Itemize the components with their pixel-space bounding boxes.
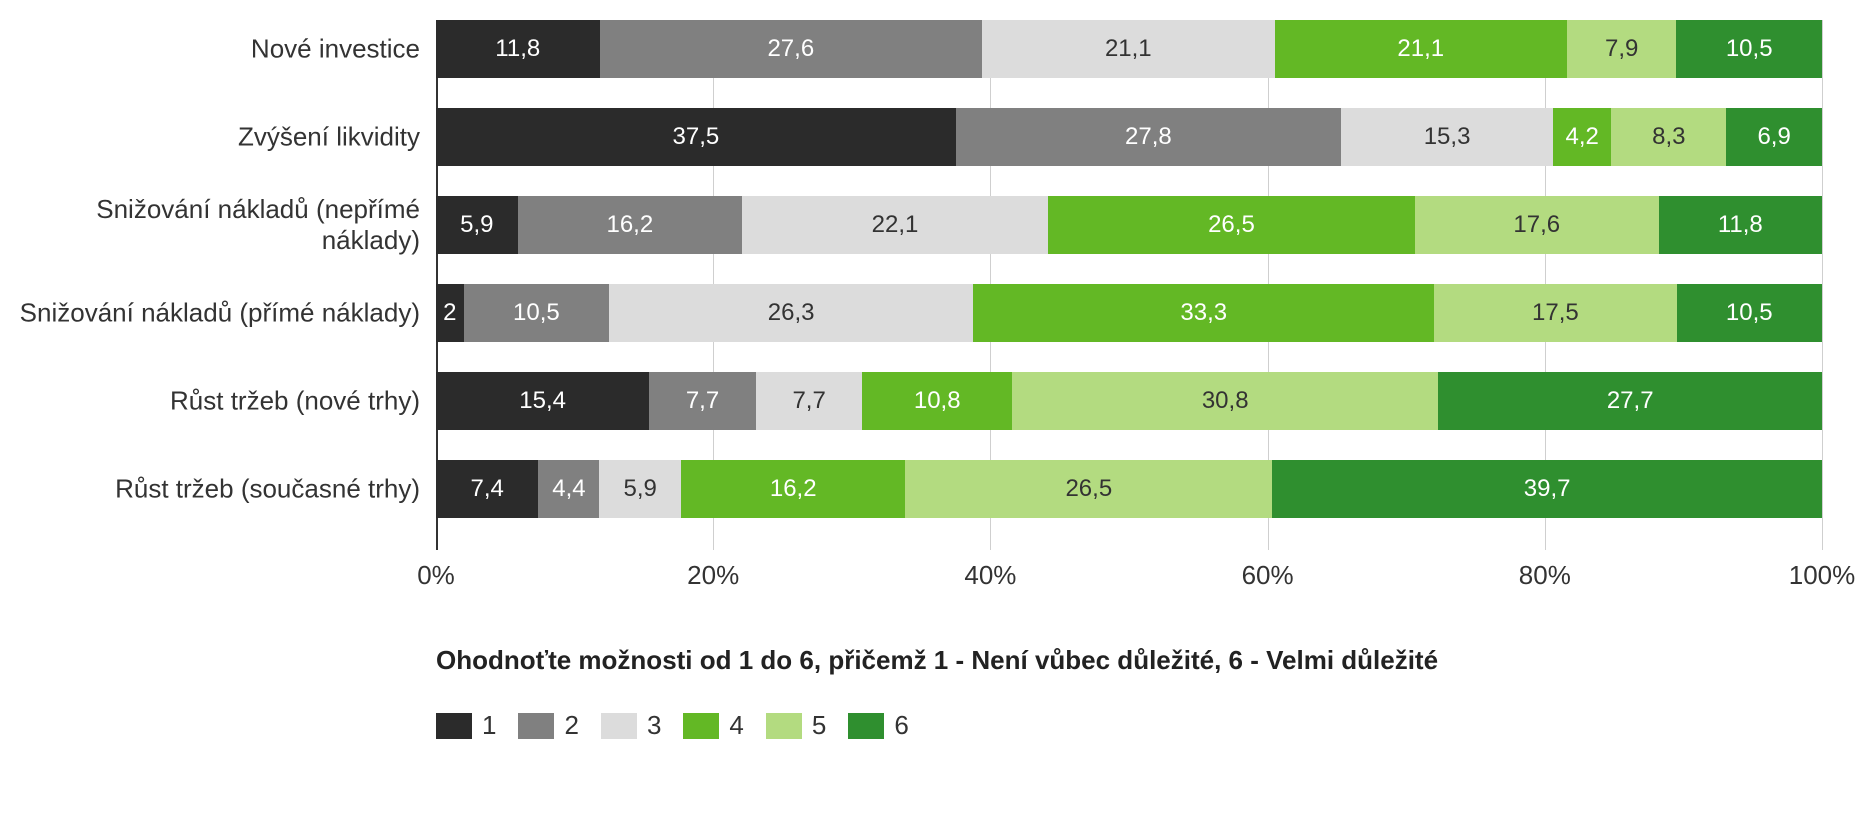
legend-swatch: [601, 713, 637, 739]
x-tick-label: 0%: [417, 560, 455, 591]
stacked-bar-chart: Nové investice Zvýšení likvidity Snižování…: [0, 0, 1862, 818]
legend-swatch: [683, 713, 719, 739]
bar-segment: 15,4: [436, 372, 649, 430]
bar-segment: 39,7: [1272, 460, 1822, 518]
bar-segment: 16,2: [681, 460, 905, 518]
legend-swatch: [848, 713, 884, 739]
bar-segment: 7,9: [1567, 20, 1676, 78]
legend-item: 4: [683, 710, 743, 741]
bar-segment: 30,8: [1012, 372, 1438, 430]
legend-item: 1: [436, 710, 496, 741]
legend-label: 6: [894, 710, 908, 741]
bar-segment: 26,3: [609, 284, 973, 342]
bar-segment: 22,1: [742, 196, 1048, 254]
bar-segment: 21,1: [982, 20, 1274, 78]
legend-swatch: [518, 713, 554, 739]
x-tick-label: 60%: [1242, 560, 1294, 591]
legend-item: 5: [766, 710, 826, 741]
bar-segment: 26,5: [1048, 196, 1415, 254]
y-axis-labels: Nové investice Zvýšení likvidity Snižování…: [0, 20, 420, 550]
bar-segment: 11,8: [436, 20, 600, 78]
bar-segment: 5,9: [599, 460, 681, 518]
legend-label: 1: [482, 710, 496, 741]
bar-segment: 10,8: [862, 372, 1012, 430]
x-tick-label: 40%: [964, 560, 1016, 591]
bar-segment: 10,5: [1676, 20, 1822, 78]
bar-segment: 7,7: [756, 372, 863, 430]
bar-row: 7,44,45,916,226,539,7: [436, 460, 1822, 518]
category-label: Snižování nákladů (přímé náklady): [0, 297, 420, 328]
legend-label: 3: [647, 710, 661, 741]
bar-segment: 33,3: [973, 284, 1434, 342]
x-tick-label: 20%: [687, 560, 739, 591]
legend-swatch: [766, 713, 802, 739]
bar-segment: 21,1: [1275, 20, 1567, 78]
bar-segment: 15,3: [1341, 108, 1553, 166]
category-label: Růst tržeb (nové trhy): [0, 385, 420, 416]
bar-segment: 7,7: [649, 372, 756, 430]
legend-label: 5: [812, 710, 826, 741]
legend-label: 4: [729, 710, 743, 741]
bar-segment: 17,6: [1415, 196, 1659, 254]
x-axis-tick-labels: 0%20%40%60%80%100%: [436, 560, 1822, 600]
bar-row: 37,527,815,34,28,36,9: [436, 108, 1822, 166]
bar-segment: 2: [436, 284, 464, 342]
bar-segment: 16,2: [518, 196, 742, 254]
legend-item: 2: [518, 710, 578, 741]
bar-row: 11,827,621,121,17,910,5: [436, 20, 1822, 78]
bar-segment: 4,2: [1553, 108, 1611, 166]
x-tick-label: 100%: [1789, 560, 1856, 591]
plot-area: 11,827,621,121,17,910,537,527,815,34,28,…: [436, 20, 1822, 550]
category-label: Zvýšení likvidity: [0, 121, 420, 152]
bar-segment: 26,5: [905, 460, 1272, 518]
bar-row: 15,47,77,710,830,827,7: [436, 372, 1822, 430]
legend-label: 2: [564, 710, 578, 741]
category-label: Nové investice: [0, 33, 420, 64]
x-tick-label: 80%: [1519, 560, 1571, 591]
bar-row: 210,526,333,317,510,5: [436, 284, 1822, 342]
bar-segment: 11,8: [1659, 196, 1822, 254]
bar-segment: 27,6: [600, 20, 983, 78]
bar-segment: 27,8: [956, 108, 1341, 166]
category-label: Růst tržeb (současné trhy): [0, 473, 420, 504]
bar-segment: 5,9: [436, 196, 518, 254]
bar-row: 5,916,222,126,517,611,8: [436, 196, 1822, 254]
bar-segment: 10,5: [1677, 284, 1822, 342]
bar-segment: 7,4: [436, 460, 538, 518]
bar-segment: 37,5: [436, 108, 956, 166]
legend: 1 2 3 4 5 6: [436, 710, 909, 741]
bar-segment: 10,5: [464, 284, 609, 342]
bar-segment: 4,4: [538, 460, 599, 518]
category-label: Snižování nákladů (nepřímé náklady): [0, 194, 420, 256]
gridline: [1822, 20, 1823, 550]
legend-swatch: [436, 713, 472, 739]
bar-segment: 17,5: [1434, 284, 1676, 342]
bar-segment: 27,7: [1438, 372, 1822, 430]
bar-segment: 8,3: [1611, 108, 1726, 166]
bar-segment: 6,9: [1726, 108, 1822, 166]
legend-item: 6: [848, 710, 908, 741]
chart-caption: Ohodnoťte možnosti od 1 do 6, přičemž 1 …: [436, 645, 1438, 676]
legend-item: 3: [601, 710, 661, 741]
